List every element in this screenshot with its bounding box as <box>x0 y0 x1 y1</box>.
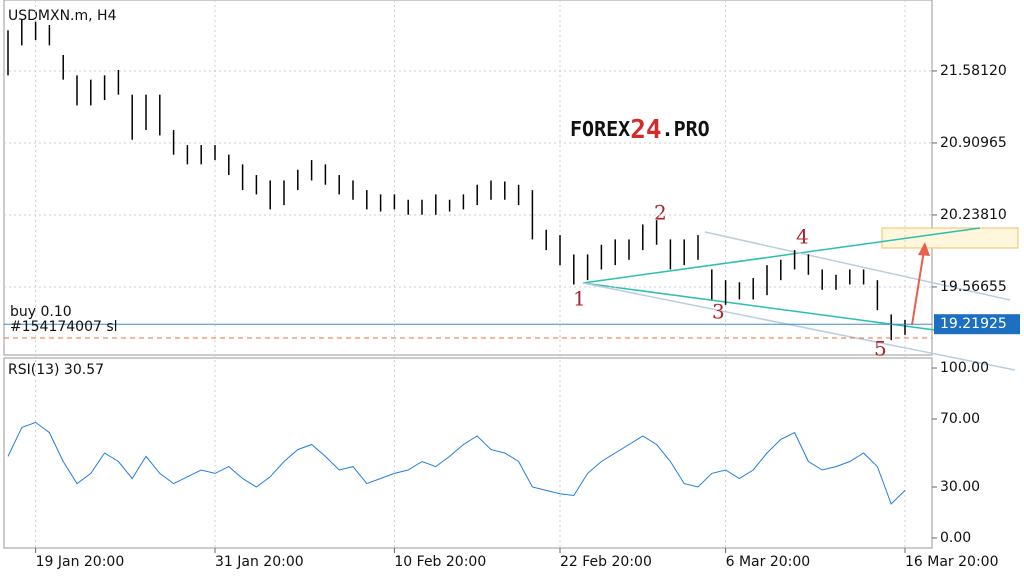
x-tick-label: 6 Mar 20:00 <box>726 554 811 570</box>
watermark-part: 24 <box>630 115 661 145</box>
wave-label: 4 <box>796 225 809 249</box>
channel-line <box>704 231 1011 301</box>
rsi-line <box>7 421 906 505</box>
x-tick-label: 10 Feb 20:00 <box>394 554 486 570</box>
wave-label: 2 <box>654 201 667 225</box>
watermark: FOREX24.PRO <box>570 115 710 145</box>
arrow <box>911 249 925 326</box>
price-badge <box>934 314 1020 335</box>
y-tick-label: 100.00 <box>940 360 989 376</box>
sl-label: #154174007 sl <box>10 319 118 335</box>
watermark-part: .PRO <box>662 117 710 141</box>
y-tick-label: 20.23810 <box>940 207 1007 223</box>
rsi-panel <box>3 357 933 549</box>
price-panel <box>3 0 933 356</box>
y-tick-label: 0.00 <box>940 530 971 546</box>
watermark-part: FOREX <box>570 117 630 141</box>
x-tick-label: 31 Jan 20:00 <box>215 554 304 570</box>
price-badge-label: 19.21925 <box>940 316 1007 332</box>
wave-label: 3 <box>712 300 725 324</box>
arrow-head <box>918 242 930 256</box>
y-tick-label: 30.00 <box>940 479 980 495</box>
trendline <box>582 227 981 284</box>
chart-title: USDMXN.m, H4 <box>8 8 117 24</box>
target-zone <box>881 227 1019 249</box>
rsi-title: RSI(13) 30.57 <box>8 362 104 378</box>
wave-label: 5 <box>874 337 887 361</box>
x-tick-label: 22 Feb 20:00 <box>560 554 652 570</box>
channel-line <box>582 282 1016 371</box>
x-tick-label: 16 Mar 20:00 <box>905 554 998 570</box>
y-tick-label: 19.56655 <box>940 279 1007 295</box>
y-tick-label: 21.58120 <box>940 63 1007 79</box>
y-tick-label: 20.90965 <box>940 135 1007 151</box>
y-tick-label: 70.00 <box>940 411 980 427</box>
x-tick-label: 19 Jan 20:00 <box>36 554 125 570</box>
wave-label: 1 <box>573 287 586 311</box>
trendline <box>582 282 936 331</box>
buy-label: buy 0.10 <box>10 304 72 320</box>
